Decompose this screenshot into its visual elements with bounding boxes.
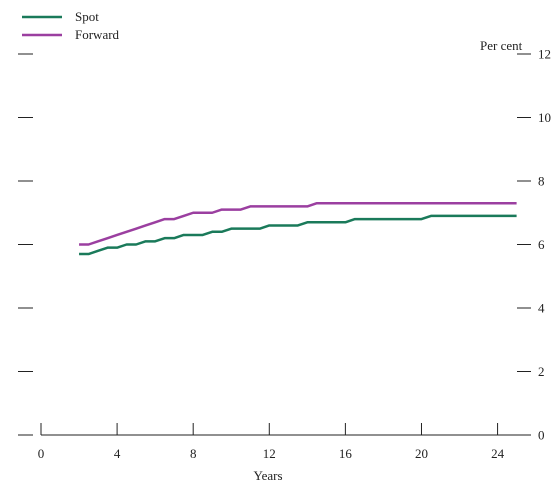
y-axis-title: Per cent [480, 38, 523, 53]
y-tick-label: 6 [538, 237, 545, 252]
series-line-spot [79, 214, 517, 256]
legend: Spot Forward [22, 9, 120, 42]
y-tick-label: 0 [538, 428, 545, 443]
x-tick-label: 16 [339, 446, 353, 461]
x-tick-label: 20 [415, 446, 428, 461]
y-tick-label: 12 [538, 47, 551, 62]
y-tick-label: 4 [538, 301, 545, 316]
series-line-forward [79, 201, 517, 246]
y-tick-label: 8 [538, 174, 545, 189]
y-tick-label: 2 [538, 364, 545, 379]
x-tick-label: 12 [263, 446, 276, 461]
x-tick-label: 8 [190, 446, 197, 461]
legend-label-spot: Spot [75, 9, 99, 24]
x-tick-label: 4 [114, 446, 121, 461]
y-tick-label: 10 [538, 110, 551, 125]
x-tick-label: 24 [491, 446, 505, 461]
legend-label-forward: Forward [75, 27, 120, 42]
x-axis-title: Years [253, 468, 282, 483]
x-tick-label: 0 [38, 446, 45, 461]
series-lines [79, 201, 517, 256]
